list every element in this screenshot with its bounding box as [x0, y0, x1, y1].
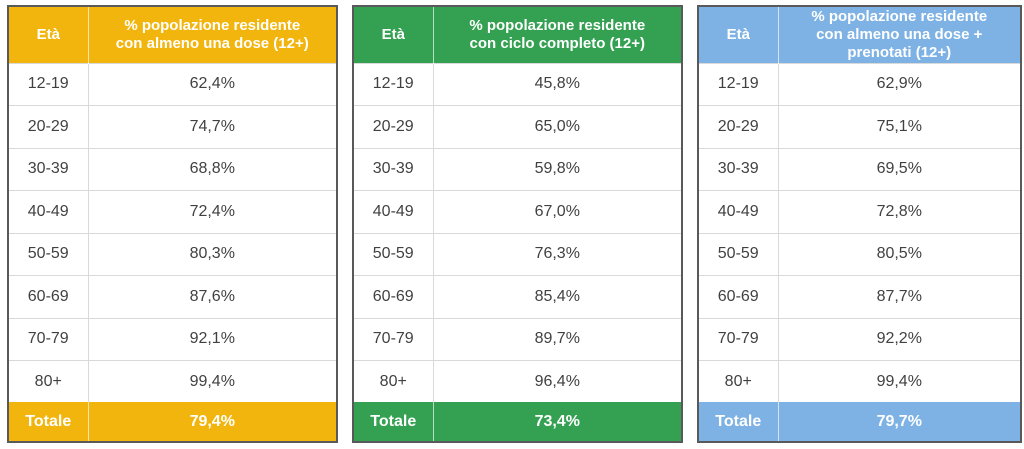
age-cell: 40-49 [353, 190, 433, 233]
table-row: 12-19 62,4% [8, 62, 337, 106]
value-cell: 62,4% [87, 62, 337, 106]
value-cell: 80,5% [777, 232, 1021, 276]
age-cell: 30-39 [8, 147, 88, 191]
value-column-header: % popolazione residente con almeno una d… [777, 6, 1021, 63]
age-cell: 30-39 [353, 147, 433, 191]
age-cell: 60-69 [8, 275, 88, 318]
age-cell: 12-19 [353, 62, 433, 106]
table-row: 80+ 99,4% [698, 360, 1021, 402]
total-row: Totale 79,4% [8, 402, 337, 442]
table-row: 30-39 69,5% [698, 147, 1021, 191]
age-cell: 50-59 [353, 232, 433, 276]
value-cell: 92,1% [87, 317, 337, 361]
value-cell: 72,8% [777, 190, 1021, 233]
value-cell: 85,4% [432, 275, 682, 318]
table-row: 50-59 80,3% [8, 232, 337, 276]
table-row: 60-69 85,4% [353, 275, 682, 318]
table-header: Età % popolazione residente con almeno u… [698, 6, 1021, 63]
table-full-cycle: Età % popolazione residente con ciclo co… [352, 5, 683, 443]
value-column-header: % popolazione residente con almeno una d… [87, 6, 337, 63]
table-first-dose: Età % popolazione residente con almeno u… [7, 5, 338, 443]
table-row: 70-79 92,1% [8, 317, 337, 361]
total-label-cell: Totale [8, 402, 88, 442]
total-value-cell: 79,7% [777, 402, 1021, 442]
value-cell: 96,4% [432, 360, 682, 402]
age-cell: 80+ [353, 360, 433, 402]
age-column-header: Età [698, 6, 778, 63]
age-cell: 60-69 [353, 275, 433, 318]
vaccination-tables: Età % popolazione residente con almeno u… [7, 5, 1022, 443]
value-cell: 59,8% [432, 147, 682, 191]
table-header: Età % popolazione residente con ciclo co… [353, 6, 682, 63]
table-row: 70-79 92,2% [698, 317, 1021, 361]
age-column-header: Età [353, 6, 433, 63]
value-cell: 72,4% [87, 190, 337, 233]
age-cell: 50-59 [8, 232, 88, 276]
total-label-cell: Totale [353, 402, 433, 442]
value-cell: 69,5% [777, 147, 1021, 191]
table-row: 40-49 72,8% [698, 190, 1021, 233]
table-row: 30-39 68,8% [8, 147, 337, 191]
value-cell: 99,4% [87, 360, 337, 402]
total-label-cell: Totale [698, 402, 778, 442]
age-cell: 80+ [698, 360, 778, 402]
age-column-header: Età [8, 6, 88, 63]
total-row: Totale 73,4% [353, 402, 682, 442]
total-value-cell: 73,4% [432, 402, 682, 442]
table-first-dose-plus-booked: Età % popolazione residente con almeno u… [697, 5, 1022, 443]
age-cell: 40-49 [698, 190, 778, 233]
table-row: 80+ 96,4% [353, 360, 682, 402]
age-cell: 70-79 [353, 317, 433, 361]
table-row: 50-59 76,3% [353, 232, 682, 276]
age-cell: 80+ [8, 360, 88, 402]
value-cell: 65,0% [432, 105, 682, 148]
value-cell: 92,2% [777, 317, 1021, 361]
table-row: 20-29 65,0% [353, 105, 682, 148]
age-cell: 20-29 [8, 105, 88, 148]
age-cell: 70-79 [698, 317, 778, 361]
age-cell: 20-29 [698, 105, 778, 148]
value-cell: 87,6% [87, 275, 337, 318]
age-cell: 40-49 [8, 190, 88, 233]
value-cell: 80,3% [87, 232, 337, 276]
value-cell: 87,7% [777, 275, 1021, 318]
age-cell: 12-19 [8, 62, 88, 106]
table-row: 70-79 89,7% [353, 317, 682, 361]
value-cell: 99,4% [777, 360, 1021, 402]
table-row: 60-69 87,6% [8, 275, 337, 318]
value-cell: 89,7% [432, 317, 682, 361]
value-cell: 62,9% [777, 62, 1021, 106]
age-cell: 30-39 [698, 147, 778, 191]
value-cell: 68,8% [87, 147, 337, 191]
total-row: Totale 79,7% [698, 402, 1021, 442]
table-row: 50-59 80,5% [698, 232, 1021, 276]
table-row: 12-19 62,9% [698, 62, 1021, 106]
table-row: 30-39 59,8% [353, 147, 682, 191]
age-cell: 20-29 [353, 105, 433, 148]
value-cell: 76,3% [432, 232, 682, 276]
table-row: 20-29 74,7% [8, 105, 337, 148]
value-column-header: % popolazione residente con ciclo comple… [432, 6, 682, 63]
age-cell: 60-69 [698, 275, 778, 318]
table-row: 12-19 45,8% [353, 62, 682, 106]
age-cell: 50-59 [698, 232, 778, 276]
value-cell: 45,8% [432, 62, 682, 106]
total-value-cell: 79,4% [87, 402, 337, 442]
table-row: 80+ 99,4% [8, 360, 337, 402]
table-row: 20-29 75,1% [698, 105, 1021, 148]
table-row: 40-49 72,4% [8, 190, 337, 233]
age-cell: 12-19 [698, 62, 778, 106]
table-row: 40-49 67,0% [353, 190, 682, 233]
value-cell: 74,7% [87, 105, 337, 148]
table-header: Età % popolazione residente con almeno u… [8, 6, 337, 63]
value-cell: 67,0% [432, 190, 682, 233]
age-cell: 70-79 [8, 317, 88, 361]
table-row: 60-69 87,7% [698, 275, 1021, 318]
value-cell: 75,1% [777, 105, 1021, 148]
